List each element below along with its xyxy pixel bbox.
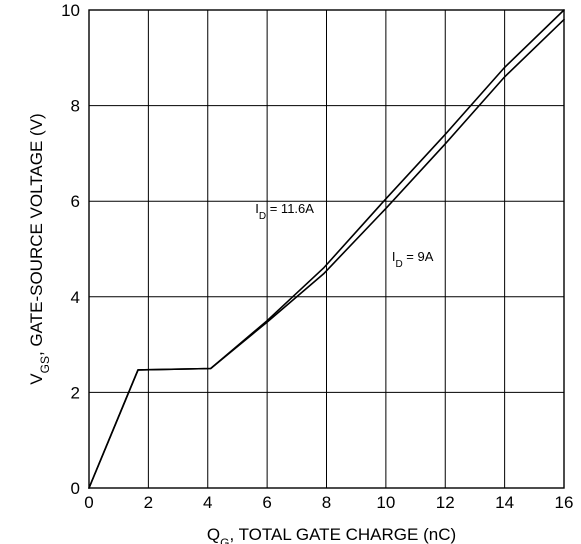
x-tick-label: 6: [262, 493, 271, 512]
y-tick-label: 8: [71, 97, 80, 116]
grid-lines: [88, 9, 565, 489]
x-axis-title: QG, TOTAL GATE CHARGE (nC): [207, 525, 456, 544]
y-tick-labels: 0 2 4 6 8 10: [61, 1, 80, 498]
y-tick-label: 10: [61, 1, 80, 20]
x-tick-labels: 0 2 4 6 8 10 12 14 16: [84, 493, 573, 512]
y-tick-label: 2: [71, 383, 80, 402]
series-lines: [88, 9, 565, 489]
plot-frame: [88, 9, 565, 489]
x-tick-label: 2: [144, 493, 153, 512]
annotation-id-11-6a: ID = 11.6A: [255, 201, 314, 222]
series-line-id-9a: [88, 18, 565, 489]
x-tick-label: 0: [84, 493, 93, 512]
y-axis-title: VGS, GATE-SOURCE VOLTAGE (V): [27, 113, 52, 384]
x-tick-label: 4: [203, 493, 212, 512]
x-tick-label: 16: [555, 493, 574, 512]
x-tick-label: 8: [322, 493, 331, 512]
y-tick-label: 4: [71, 288, 80, 307]
x-tick-label: 14: [495, 493, 514, 512]
y-tick-label: 6: [71, 192, 80, 211]
x-tick-label: 10: [376, 493, 395, 512]
annotation-id-9a: ID = 9A: [392, 249, 434, 270]
x-tick-label: 12: [436, 493, 455, 512]
y-tick-label: 0: [71, 479, 80, 498]
